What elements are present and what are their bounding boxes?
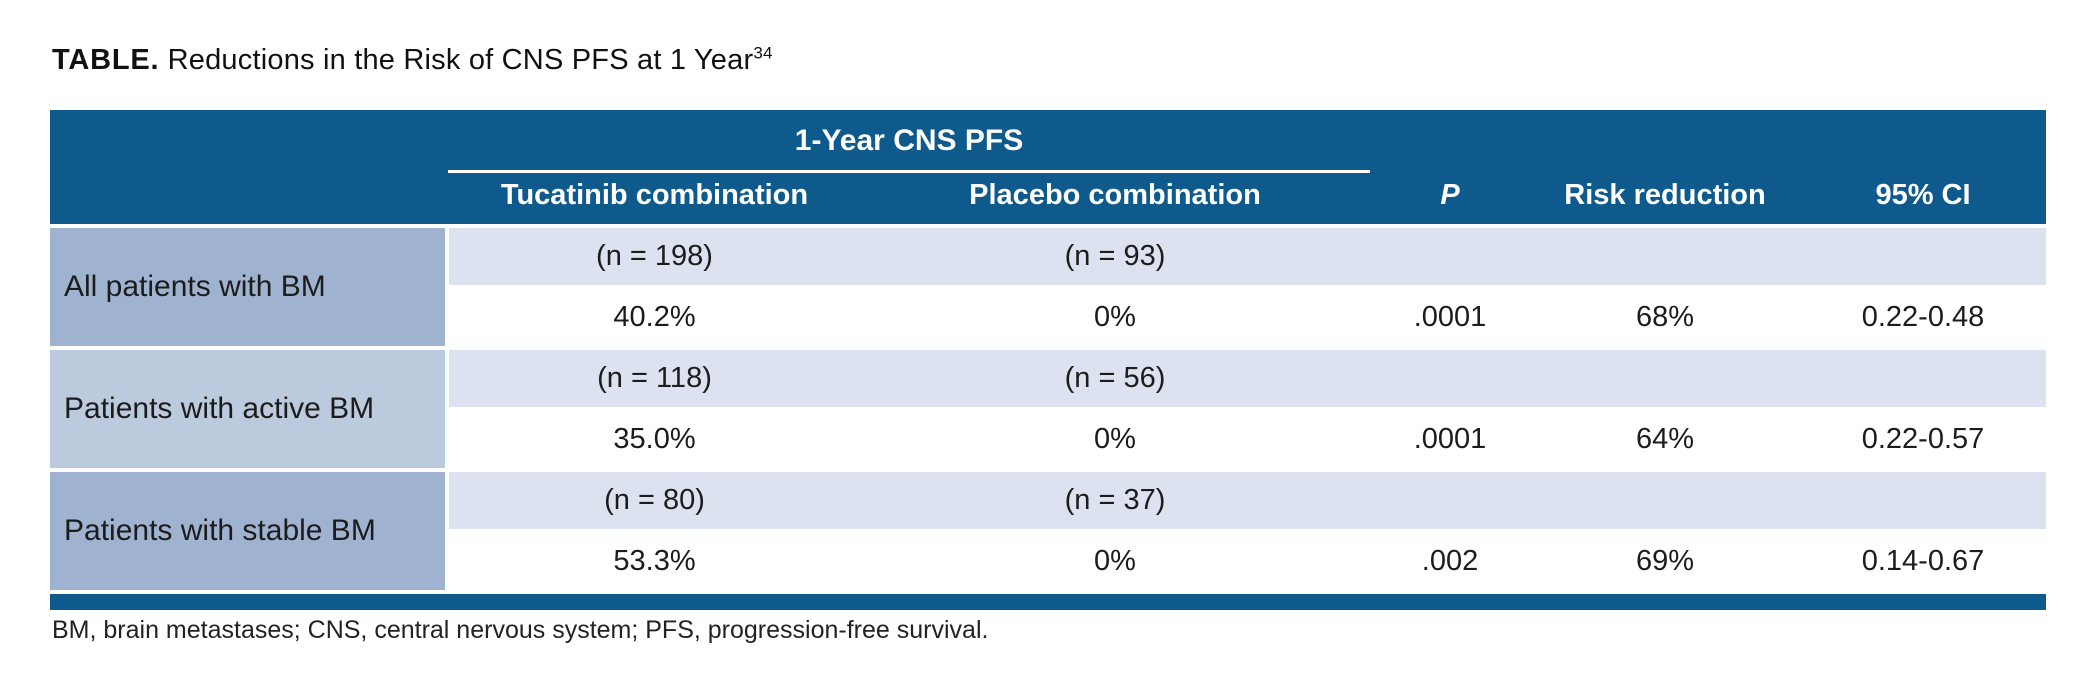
table-title-citation: 34 <box>753 43 773 63</box>
table-bottom-rule <box>50 594 2046 610</box>
cell-n-tucatinib: (n = 198) <box>596 240 713 272</box>
table-row-values: 35.0% 0% .0001 64% 0.22-0.57 <box>449 411 2046 468</box>
cell-pfs-tucatinib: 35.0% <box>613 423 696 455</box>
row-group-active-bm: Patients with active BM (n = 118) (n = 5… <box>50 350 2046 468</box>
cell-pfs-placebo: 0% <box>1094 423 1136 455</box>
cell-pfs-tucatinib: 40.2% <box>613 301 696 333</box>
cell-pfs-tucatinib: 53.3% <box>613 545 696 577</box>
spanner-header-1yr-cns-pfs: 1-Year CNS PFS <box>448 124 1370 173</box>
table-title: TABLE. Reductions in the Risk of CNS PFS… <box>52 44 773 77</box>
row-label-stable-bm: Patients with stable BM <box>50 472 445 590</box>
column-headers: Tucatinib combination Placebo combinatio… <box>50 166 2046 224</box>
row-group-all-patients: All patients with BM (n = 198) (n = 93) … <box>50 228 2046 346</box>
cell-ci: 0.14-0.67 <box>1861 545 1985 577</box>
table-row-values: 53.3% 0% .002 69% 0.14-0.67 <box>449 533 2046 590</box>
row-group-active-bm-rows: (n = 118) (n = 56) 35.0% 0% .0001 64% 0.… <box>449 350 2046 468</box>
table-row-n: (n = 118) (n = 56) <box>449 350 2046 407</box>
table-header: 1-Year CNS PFS Tucatinib combination Pla… <box>50 110 2046 224</box>
column-header-placebo: Placebo combination <box>969 178 1261 211</box>
row-group-stable-bm: Patients with stable BM (n = 80) (n = 37… <box>50 472 2046 590</box>
column-header-tucatinib: Tucatinib combination <box>500 178 809 211</box>
cell-n-placebo: (n = 37) <box>1064 484 1166 516</box>
footnote-abbreviations: BM, brain metastases; CNS, central nervo… <box>52 616 989 644</box>
table-row-n: (n = 80) (n = 37) <box>449 472 2046 529</box>
cell-n-placebo: (n = 93) <box>1064 240 1166 272</box>
cell-n-tucatinib: (n = 118) <box>597 362 712 394</box>
cell-risk-reduction: 64% <box>1635 423 1695 455</box>
column-header-95-ci: 95% CI <box>1875 178 1971 211</box>
cell-n-placebo: (n = 56) <box>1064 362 1166 394</box>
table-title-text: Reductions in the Risk of CNS PFS at 1 Y… <box>159 44 754 76</box>
row-group-all-patients-rows: (n = 198) (n = 93) 40.2% 0% .0001 68% 0.… <box>449 228 2046 346</box>
column-header-p-value: P <box>1440 178 1460 211</box>
cell-ci: 0.22-0.48 <box>1861 301 1985 333</box>
cell-p-value: .0001 <box>1413 301 1487 333</box>
cell-n-tucatinib: (n = 80) <box>604 484 705 516</box>
cell-pfs-placebo: 0% <box>1094 545 1136 577</box>
table-row-values: 40.2% 0% .0001 68% 0.22-0.48 <box>449 289 2046 346</box>
table-row-n: (n = 198) (n = 93) <box>449 228 2046 285</box>
row-label-active-bm: Patients with active BM <box>50 350 445 468</box>
row-label-all-patients: All patients with BM <box>50 228 445 346</box>
cell-p-value: .002 <box>1421 545 1479 577</box>
cell-p-value: .0001 <box>1413 423 1487 455</box>
data-table: 1-Year CNS PFS Tucatinib combination Pla… <box>50 110 2046 610</box>
column-header-risk-reduction: Risk reduction <box>1564 178 1766 211</box>
row-group-stable-bm-rows: (n = 80) (n = 37) 53.3% 0% .002 69% 0.14… <box>449 472 2046 590</box>
cell-risk-reduction: 68% <box>1635 301 1695 333</box>
table-title-label: TABLE. <box>52 44 160 76</box>
cell-pfs-placebo: 0% <box>1094 301 1136 333</box>
cell-risk-reduction: 69% <box>1635 545 1695 577</box>
cell-ci: 0.22-0.57 <box>1861 423 1985 455</box>
